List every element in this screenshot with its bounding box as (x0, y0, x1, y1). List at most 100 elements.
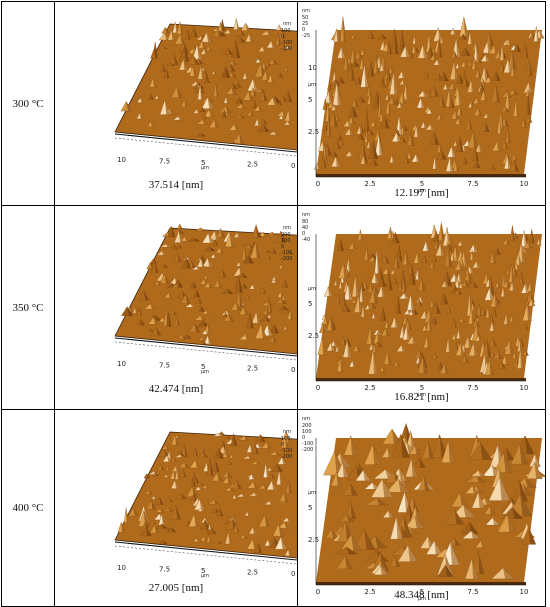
y-axis-unit: μm (308, 82, 316, 88)
z-tick-label: 80 (302, 219, 308, 225)
x-tick-label: 5 (201, 567, 205, 575)
x-axis-unit: μm (201, 369, 209, 375)
surface-texture (316, 423, 545, 585)
z-axis-unit: nm (302, 8, 310, 14)
row-label: 400 °C (1, 409, 55, 607)
afm-3d-surface: 107.552.50μm2.55μmnm1000-100-200 37.514 … (54, 1, 298, 206)
table-row: 350 °C 107.552.50μm2.55μmnm2001000-100-2… (1, 205, 546, 410)
x-tick-label: 10 (520, 588, 529, 596)
x-tick-label: 7.5 (159, 566, 170, 574)
afm-3d-surface: 107.552.50μm2.55μmnm1000-100-200 27.005 … (54, 409, 298, 607)
y-axis-unit: μm (308, 286, 316, 292)
z-axis-unit: nm (302, 212, 310, 218)
x-axis: 0 2.5 5 7.5 10 μm (316, 380, 528, 398)
x-tick-label: 2.5 (247, 365, 258, 373)
z-tick-label: -200 (281, 256, 292, 262)
rms-roughness-caption: 27.005 [nm] (148, 582, 204, 594)
surface-texture (114, 430, 297, 565)
surface-texture (316, 222, 542, 381)
x-axis: 0 2.5 5 7.5 10 μm (316, 176, 529, 194)
z-tick-label: 100 (281, 28, 291, 34)
z-axis-unit: nm (283, 225, 291, 231)
x-tick-label: 7.5 (467, 180, 478, 188)
z-tick-label: 0 (302, 231, 305, 237)
x-tick-label: 2.5 (364, 588, 375, 596)
z-tick-label: 100 (281, 238, 291, 244)
y-tick-label: 5 (308, 300, 312, 308)
z-tick-label: 40 (302, 225, 308, 231)
x-tick-label: 5 (420, 384, 424, 392)
rms-roughness-caption: 16.821 [nm] (394, 391, 449, 403)
y-tick-label: 10 (308, 64, 317, 72)
x-tick-label: 7.5 (467, 588, 478, 596)
x-tick-label: 0 (316, 180, 320, 188)
x-axis: 10 7.5 5 2.5 0 μm (117, 564, 295, 579)
z-tick-label: -100 (281, 448, 292, 454)
z-tick-label: -200 (281, 454, 292, 460)
z-tick-label: -100 (281, 250, 292, 256)
x-tick-label: 7.5 (159, 362, 170, 370)
z-tick-label: 25 (302, 21, 308, 27)
surface-texture (314, 16, 545, 177)
x-tick-label: 5 (420, 180, 424, 188)
z-tick-label: 0 (281, 244, 284, 250)
x-tick-label: 5 (420, 588, 424, 596)
x-tick-label: 10 (117, 360, 126, 368)
rms-roughness-caption: 48.348 [nm] (394, 589, 449, 601)
y-axis-unit: μm (308, 490, 316, 496)
z-axis-unit: nm (302, 416, 310, 422)
y-tick-label: 2.5 (308, 536, 319, 544)
x-tick-label: 10 (520, 180, 529, 188)
x-tick-label: 2.5 (247, 569, 258, 577)
x-axis-unit: μm (418, 596, 426, 602)
z-tick-label: -200 (302, 447, 313, 453)
z-tick-label: -200 (281, 46, 292, 52)
z-axis-unit: nm (283, 21, 291, 27)
surface-texture (114, 18, 297, 157)
z-axis-unit: nm (283, 429, 291, 435)
afm-3d-surface: 0 2.5 5 7.5 10 μm 2.5 5 10 μm nm 50 25 0 -25 12.197 [n… (297, 1, 546, 206)
x-tick-label: 2.5 (247, 161, 258, 169)
rms-roughness-caption: 42.474 [nm] (148, 383, 204, 395)
x-axis-unit: μm (201, 165, 209, 171)
x-axis: 10 7.5 5 2.5 0 μm (117, 360, 295, 375)
z-tick-label: -40 (302, 237, 310, 243)
x-tick-label: 0 (316, 384, 320, 392)
afm-3d-surface: 0 2.5 5 7.5 10 μm 2.5 5 μm nm 80 40 0 -40 16.821 [nm] (297, 205, 546, 410)
x-tick-label: 2.5 (364, 384, 375, 392)
x-tick-label: 0 (291, 366, 295, 374)
x-tick-label: 5 (201, 363, 205, 371)
z-tick-label: 0 (302, 27, 305, 33)
x-axis: 10 7.5 5 2.5 0 μm (117, 156, 295, 171)
x-axis-unit: μm (418, 188, 426, 194)
z-tick-label: 200 (302, 423, 312, 429)
z-tick-label: 0 (302, 435, 305, 441)
x-tick-label: 10 (117, 156, 126, 164)
x-tick-label: 0 (291, 162, 295, 170)
x-tick-label: 7.5 (159, 158, 170, 166)
x-tick-label: 0 (316, 588, 320, 596)
row-label: 300 °C (1, 1, 55, 206)
y-axis: 2.5 5 μm (308, 438, 319, 585)
z-tick-label: 200 (281, 232, 291, 238)
y-axis: 2.5 5 10 μm (308, 30, 319, 177)
surface-texture (114, 223, 297, 361)
table-row: 400 °C 107.552.50μm2.55μmnm1000-100-200 … (1, 409, 546, 607)
rms-roughness-caption: 37.514 [nm] (148, 179, 204, 191)
y-axis: 2.5 5 μm (308, 234, 319, 381)
x-tick-label: 2.5 (364, 180, 375, 188)
z-tick-label: 100 (302, 429, 312, 435)
z-tick-label: -100 (302, 441, 313, 447)
